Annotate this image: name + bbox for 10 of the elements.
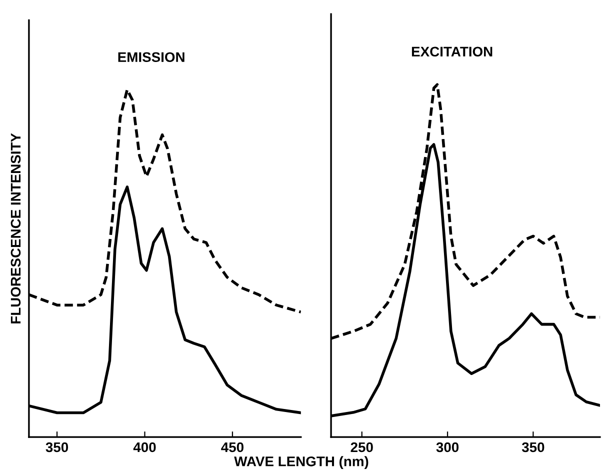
- x-tick-label: 350: [522, 442, 544, 452]
- x-tick-label: 350: [46, 442, 68, 452]
- y-axis-title: FLUORESCENCE INTENSITY: [10, 133, 21, 324]
- x-tick-label: 400: [133, 442, 156, 452]
- x-tick-label: 250: [350, 442, 373, 452]
- x-tick-label: 450: [221, 442, 244, 452]
- chart-title: EMISSION: [118, 52, 184, 62]
- x-tick-label: 300: [436, 442, 459, 452]
- x-axis-title: WAVE LENGTH (nm): [234, 456, 368, 470]
- chart-title: EXCITATION: [412, 46, 492, 57]
